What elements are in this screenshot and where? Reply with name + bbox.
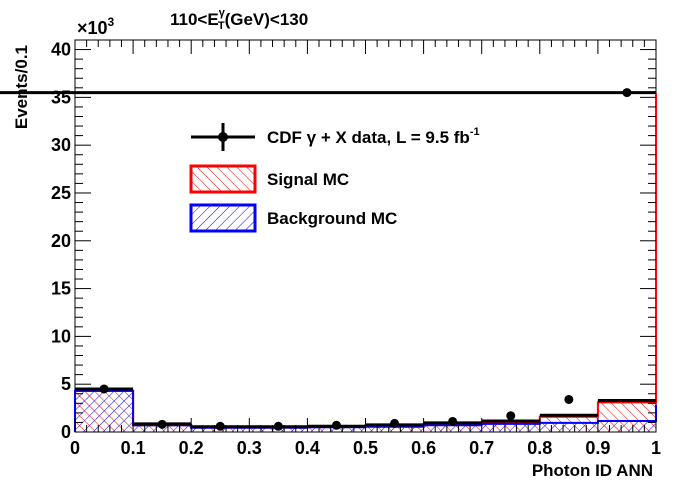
data-point bbox=[215, 421, 225, 431]
y-tick-label: 0 bbox=[61, 422, 71, 442]
plot-frame bbox=[74, 39, 657, 433]
x-tick-label: 0.8 bbox=[527, 438, 552, 458]
x-axis-ticks: 0 0.1 0.2 0.3 0.4 0.5 0.6 0.7 0.8 0.9 1 bbox=[70, 40, 661, 458]
legend-entry-data: CDF γ + X data, L = 9.5 fb-1 bbox=[191, 123, 480, 151]
data-points bbox=[99, 88, 632, 431]
x-tick-label: 0.4 bbox=[295, 438, 320, 458]
y-tick-label: 5 bbox=[61, 374, 71, 394]
x-tick-label: 0.3 bbox=[237, 438, 262, 458]
x-axis-label: Photon ID ANN bbox=[532, 461, 653, 480]
legend: CDF γ + X data, L = 9.5 fb-1 Signal MC B… bbox=[189, 123, 480, 233]
background-mc-bin bbox=[481, 423, 540, 432]
y-tick-label: 40 bbox=[51, 40, 71, 60]
y-axis-label: Events/0.1 bbox=[12, 45, 31, 129]
x-tick-label: 0.2 bbox=[179, 438, 204, 458]
x-tick-label: 0.9 bbox=[585, 438, 610, 458]
x-tick-label: 0.7 bbox=[469, 438, 494, 458]
background-mc-bin bbox=[75, 390, 134, 432]
data-point bbox=[157, 419, 167, 429]
data-point bbox=[448, 416, 458, 426]
x-tick-label: 0 bbox=[70, 438, 80, 458]
axis-multiplier: ×103 bbox=[77, 15, 115, 38]
x-tick-label: 0.6 bbox=[411, 438, 436, 458]
legend-label-signal: Signal MC bbox=[267, 170, 349, 189]
background-mc-bin bbox=[423, 425, 482, 432]
data-point bbox=[273, 421, 283, 431]
x-tick-label: 0.5 bbox=[353, 438, 378, 458]
legend-entry-background: Background MC bbox=[189, 203, 397, 233]
data-point bbox=[564, 394, 574, 404]
data-point bbox=[622, 88, 632, 98]
y-tick-label: 30 bbox=[51, 135, 71, 155]
chart-title: 110<Eγ T(GeV)<130 bbox=[170, 7, 308, 32]
background-mc-bin bbox=[539, 422, 598, 432]
y-tick-label: 15 bbox=[51, 279, 71, 299]
data-point bbox=[331, 420, 341, 430]
x-tick-label: 0.1 bbox=[121, 438, 146, 458]
y-tick-label: 35 bbox=[51, 87, 71, 107]
background-mc-bin bbox=[365, 426, 424, 432]
y-tick-label: 25 bbox=[51, 183, 71, 203]
data-point bbox=[99, 384, 109, 394]
legend-label-data: CDF γ + X data, L = 9.5 fb-1 bbox=[267, 126, 480, 147]
y-tick-label: 20 bbox=[51, 231, 71, 251]
data-point bbox=[390, 418, 400, 428]
background-mc-bin bbox=[597, 421, 656, 432]
legend-label-background: Background MC bbox=[267, 209, 397, 228]
y-axis-ticks: 0 5 10 15 20 25 30 35 40 bbox=[51, 39, 656, 442]
x-tick-label: 1 bbox=[651, 438, 661, 458]
y-tick-label: 10 bbox=[51, 326, 71, 346]
data-point bbox=[506, 411, 516, 421]
legend-entry-signal: Signal MC bbox=[189, 164, 349, 194]
